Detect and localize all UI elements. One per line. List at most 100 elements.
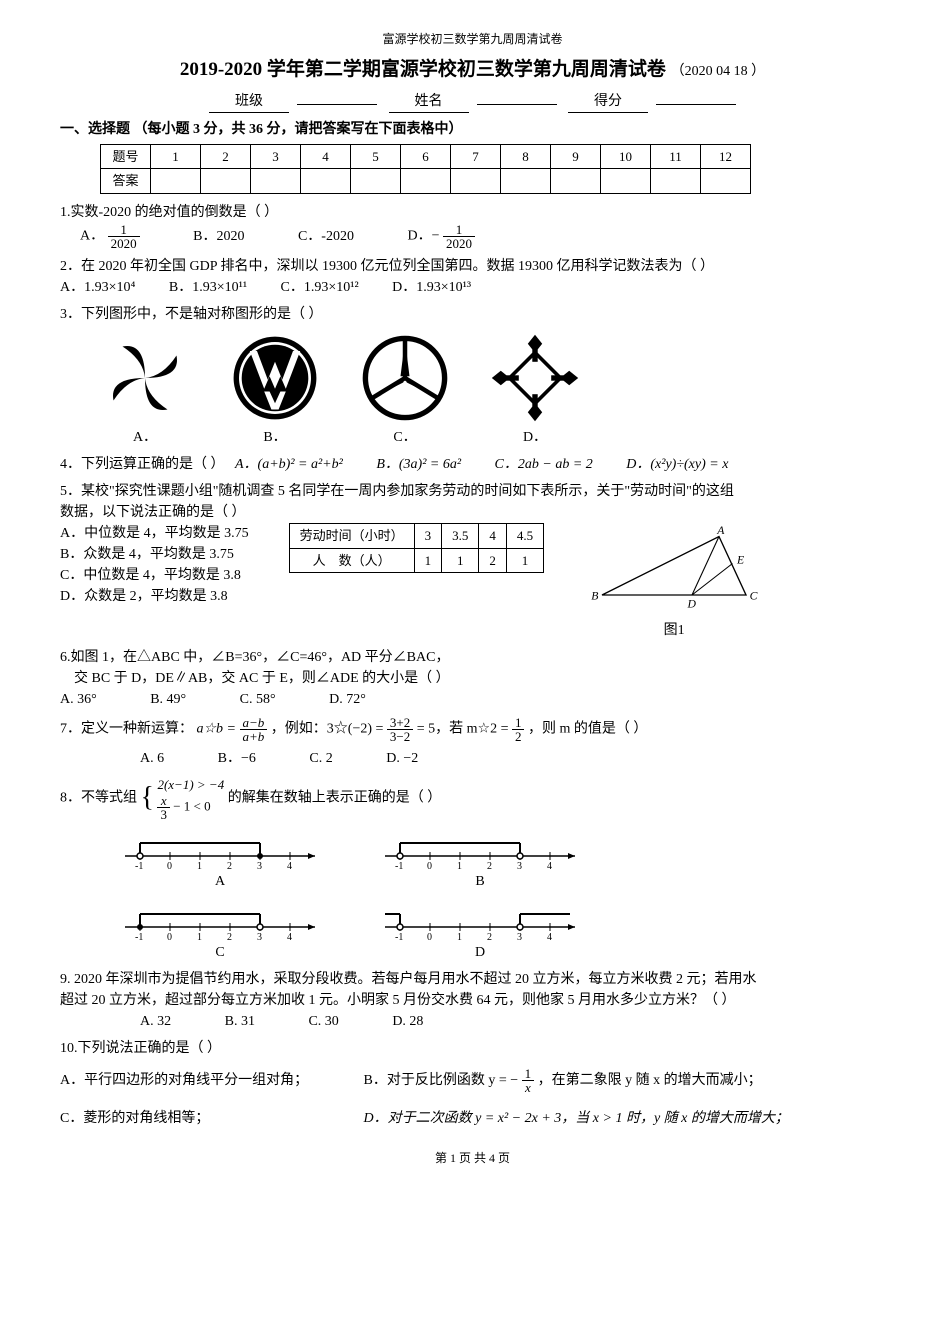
q7-opt-d: D. −2 <box>386 748 418 769</box>
cell <box>451 169 501 194</box>
table-row: 劳动时间（小时） 3 3.5 4 4.5 <box>289 524 544 549</box>
q1-text: 1.实数-2020 的绝对值的倒数是（ ） <box>60 202 885 223</box>
q2-opt-a: A．1.93×10⁴ <box>60 277 135 298</box>
q8-nl-c: -101234 C <box>120 902 320 963</box>
answer-table: 题号 1 2 3 4 5 6 7 8 9 10 11 12 答案 <box>100 144 751 194</box>
question-6: 6.如图 1，在△ABC 中，∠B=36°，∠C=46°，AD 平分∠BAC， … <box>60 647 885 710</box>
q1-opt-c: C．-2020 <box>298 226 354 247</box>
cell: 4 <box>479 524 507 549</box>
number-line-b: -101234 <box>380 831 580 871</box>
section-1-head: 一、选择题 （每小题 3 分，共 36 分，请把答案写在下面表格中） <box>60 119 885 140</box>
table-row: 题号 1 2 3 4 5 6 7 8 9 10 11 12 <box>101 144 751 169</box>
question-9: 9. 2020 年深圳市为提倡节约用水，采取分段收费。若每户每月用水不超过 20… <box>60 969 885 1032</box>
denominator: a+b <box>240 730 268 743</box>
question-1: 1.实数-2020 的绝对值的倒数是（ ） A． 12020 B．2020 C．… <box>60 202 885 250</box>
q7-tail: ，则 m 的值是（ ） <box>528 722 647 737</box>
svg-text:4: 4 <box>287 932 292 942</box>
cell <box>151 169 201 194</box>
numerator: 1 <box>108 223 140 237</box>
cell: 11 <box>651 144 701 169</box>
q5-opt-c: C．中位数是 4，平均数是 3.8 <box>60 565 249 586</box>
q9-opt-d: D. 28 <box>392 1011 423 1032</box>
pt-d: D <box>687 598 697 611</box>
cell <box>651 169 701 194</box>
q4-opt-c: C．2ab − ab = 2 <box>495 454 593 475</box>
cell <box>251 169 301 194</box>
q5-text1: 5．某校"探究性课题小组"随机调查 5 名同学在一周内参加家务劳动的时间如下表所… <box>60 481 885 502</box>
number-line-a: -101234 <box>120 831 320 871</box>
fig-label: 图1 <box>584 620 764 641</box>
cell <box>401 169 451 194</box>
label-score: 得分 <box>568 91 648 113</box>
fraction: 12020 <box>108 223 140 250</box>
page-footer: 第 1 页 共 4 页 <box>60 1149 885 1167</box>
q8-nl-d: -101234 D <box>380 902 580 963</box>
fraction: 12020 <box>443 223 475 250</box>
q5-data-table: 劳动时间（小时） 3 3.5 4 4.5 人 数（人） 1 1 2 1 <box>289 523 545 573</box>
q6-opt-b: B. 49° <box>150 689 186 710</box>
page-title: 2019-2020 学年第二学期富源学校初三数学第九周周清试卷 （2020 04… <box>60 56 885 85</box>
blank-name <box>477 104 557 105</box>
svg-text:3: 3 <box>517 932 522 942</box>
q1-opt-a: A． 12020 <box>80 223 140 250</box>
denominator: 3 <box>157 808 170 821</box>
q9-opt-b: B. 31 <box>225 1011 255 1032</box>
q9-opt-a: A. 32 <box>140 1011 171 1032</box>
cell-head: 答案 <box>101 169 151 194</box>
q9-opt-c: C. 30 <box>308 1011 338 1032</box>
q10-text: 10.下列说法正确的是（ ） <box>60 1038 885 1059</box>
cell <box>601 169 651 194</box>
q5-opt-d: D．众数是 2，平均数是 3.8 <box>60 586 249 607</box>
q3-shape-c: C． <box>360 333 450 448</box>
numerator: x <box>157 794 170 808</box>
denominator: 3−2 <box>387 730 413 743</box>
question-7: 7．定义一种新运算： a☆b = a−ba+b ，例如：3☆(−2) = 3+2… <box>60 716 885 768</box>
cell: 1 <box>506 548 543 573</box>
q3-shape-a: A． <box>100 333 190 448</box>
q6-text1: 6.如图 1，在△ABC 中，∠B=36°，∠C=46°，AD 平分∠BAC， <box>60 647 885 668</box>
q10-opt-c: C．菱形的对角线相等； <box>60 1108 360 1129</box>
q6-opt-c: C. 58° <box>240 689 276 710</box>
svg-text:1: 1 <box>197 861 202 871</box>
number-line-c: -101234 <box>120 902 320 942</box>
svg-text:2: 2 <box>227 932 232 942</box>
denominator: x <box>522 1081 535 1094</box>
numerator: a−b <box>240 716 268 730</box>
q7-opt-c: C. 2 <box>309 748 332 769</box>
q4-opt-d: D．(x²y)÷(xy) = x <box>626 454 728 475</box>
svg-text:2: 2 <box>227 861 232 871</box>
svg-text:-1: -1 <box>135 932 143 942</box>
svg-text:0: 0 <box>167 932 172 942</box>
cell-head: 题号 <box>101 144 151 169</box>
title-date: （2020 04 18 ） <box>671 64 766 79</box>
blank-class <box>297 104 377 105</box>
fraction: 1x <box>522 1067 535 1094</box>
denominator: 2020 <box>108 237 140 250</box>
cell: 2 <box>479 548 507 573</box>
q4-opt-a: A．(a+b)² = a²+b² <box>235 454 343 475</box>
pt-b: B <box>591 590 598 603</box>
label-class: 班级 <box>209 91 289 113</box>
q8-post: 的解集在数轴上表示正确的是（ ） <box>228 790 442 805</box>
q3-text: 3．下列图形中，不是轴对称图形的是（ ） <box>60 304 885 325</box>
cell <box>201 169 251 194</box>
svg-text:1: 1 <box>457 932 462 942</box>
q7-pre: 7．定义一种新运算： <box>60 722 193 737</box>
numerator: 1 <box>522 1067 535 1081</box>
cell <box>701 169 751 194</box>
q1-opt-b: B．2020 <box>193 226 244 247</box>
opt-label: A． <box>80 228 104 243</box>
numerator: 1 <box>443 223 475 237</box>
q7-ex: ，例如：3☆(−2) = <box>271 722 384 737</box>
cell: 7 <box>451 144 501 169</box>
numerator: 1 <box>512 716 525 730</box>
question-4: 4．下列运算正确的是（ ） A．(a+b)² = a²+b² B．(3a)² =… <box>60 454 885 475</box>
svg-text:-1: -1 <box>395 932 403 942</box>
q10-opt-d: D．对于二次函数 y = x² − 2x + 3，当 x > 1 时，y 随 x… <box>364 1111 789 1126</box>
number-line-d: -101234 <box>380 902 580 942</box>
q6-opt-d: D. 72° <box>329 689 366 710</box>
b-pre: B．对于反比例函数 y = − <box>364 1073 519 1088</box>
info-blanks: 班级 姓名 得分 <box>60 91 885 113</box>
q10-opt-b: B．对于反比例函数 y = − 1x ，在第二象限 y 随 x 的增大而减小； <box>364 1073 762 1088</box>
label: B <box>380 871 580 892</box>
